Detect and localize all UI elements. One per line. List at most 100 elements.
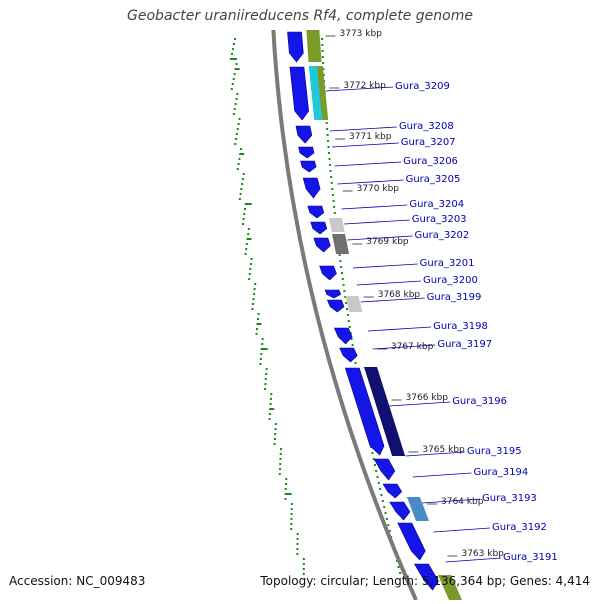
gc-mark (234, 103, 237, 105)
ring-dot (381, 500, 384, 502)
gc-mark (268, 418, 271, 420)
gc-mark (279, 463, 282, 465)
gene-leader-line (412, 472, 472, 478)
gc-mark (257, 318, 260, 320)
ring-dot (351, 344, 354, 346)
gc-mark (284, 498, 287, 500)
ring-dot (330, 176, 333, 178)
feature-track-block (316, 66, 329, 120)
ring-dot (346, 308, 349, 310)
gc-mark (238, 118, 241, 120)
gene-leader-line (347, 235, 413, 241)
gene-leader-line (405, 451, 465, 457)
ring-dot (331, 194, 334, 196)
gc-mark (279, 468, 282, 470)
kbp-label: 3769 kbp (366, 237, 409, 247)
gc-mark (269, 408, 275, 410)
gc-mark (274, 433, 277, 435)
gc-mark (249, 268, 252, 270)
gc-mark (252, 298, 255, 300)
gene-leader-line (341, 204, 408, 210)
gc-mark (265, 368, 268, 370)
cds-gene (310, 221, 328, 235)
gc-mark (247, 228, 250, 230)
gene-label: Gura_3197 (437, 339, 492, 350)
ring-dot (340, 266, 343, 268)
gene-leader-line (422, 498, 481, 504)
genome-backbone (271, 29, 418, 601)
gc-mark (251, 303, 254, 305)
cds-gene (298, 146, 315, 159)
gc-mark (264, 378, 267, 380)
gc-content-track (229, 38, 305, 575)
gene-leader-line (329, 126, 397, 132)
gc-mark (241, 183, 244, 185)
gene-label: Gura_3202 (415, 230, 470, 241)
ring-dot (325, 122, 328, 124)
gc-mark (279, 458, 282, 460)
kbp-label: 3771 kbp (349, 132, 392, 142)
gc-mark (296, 543, 299, 545)
gc-mark (269, 403, 272, 405)
gc-mark (273, 443, 276, 445)
cds-gene (389, 501, 411, 521)
ring-dot (371, 452, 374, 454)
gc-mark (235, 138, 238, 140)
gc-mark (284, 483, 287, 485)
gc-mark (234, 38, 237, 40)
kbp-label: 3770 kbp (357, 184, 400, 194)
cds-gene (295, 125, 313, 144)
gc-mark (248, 273, 251, 275)
ring-dot (348, 326, 351, 328)
gc-mark (244, 203, 252, 205)
gc-mark (232, 43, 235, 45)
gc-mark (235, 133, 238, 135)
ring-dot (344, 296, 347, 298)
gene-label: Gura_3201 (420, 258, 475, 269)
gc-mark (302, 568, 305, 570)
cds-gene (382, 483, 403, 499)
gc-mark (270, 393, 273, 395)
gc-mark (237, 163, 240, 165)
ring-dot (339, 260, 342, 262)
cds-gene (326, 299, 345, 313)
ring-dot (331, 188, 334, 190)
feature-track-block (364, 367, 406, 456)
ring-dot (333, 206, 336, 208)
gene-leader-line (331, 142, 399, 148)
gc-mark (239, 153, 245, 155)
gc-mark (259, 363, 262, 365)
cds-gene (344, 367, 385, 456)
ring-dot (383, 506, 386, 508)
kbp-label: 3772 kbp (343, 81, 386, 91)
ring-dot (340, 272, 343, 274)
gene-label: Gura_3204 (409, 199, 464, 210)
gene-label: Gura_3192 (492, 522, 547, 533)
ring-dot (372, 458, 375, 460)
gc-mark (235, 63, 238, 65)
gc-mark (257, 313, 260, 315)
ring-dot (384, 512, 387, 514)
gc-mark (285, 478, 288, 480)
gc-mark (284, 488, 287, 490)
gene-label: Gura_3199 (427, 292, 482, 303)
cds-gene (339, 347, 358, 363)
gene-leader-line (334, 161, 402, 167)
kbp-label: 3765 kbp (422, 445, 465, 455)
gc-mark (242, 173, 245, 175)
ring-dot (354, 362, 357, 364)
ring-dot (343, 290, 346, 292)
gene-label: Gura_3193 (482, 493, 537, 504)
gc-mark (232, 113, 235, 115)
gene-leader-line (325, 86, 394, 92)
ring-dot (333, 212, 336, 214)
gc-mark (279, 453, 282, 455)
ring-dot (379, 488, 382, 490)
gc-mark (261, 338, 264, 340)
cds-gene (287, 31, 304, 63)
gc-mark (290, 503, 293, 505)
gc-mark (256, 323, 262, 325)
gc-mark (296, 533, 299, 535)
gene-label: Gura_3206 (403, 156, 458, 167)
cds-gene (413, 563, 439, 591)
